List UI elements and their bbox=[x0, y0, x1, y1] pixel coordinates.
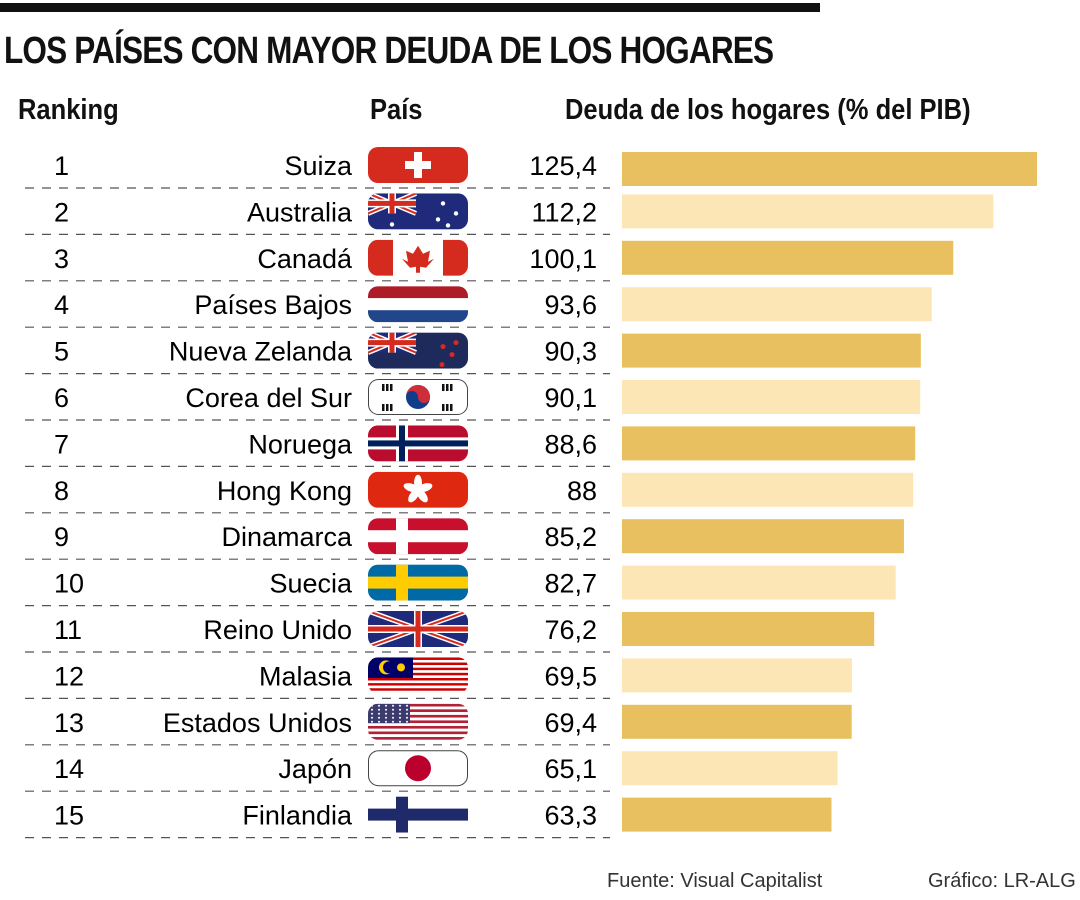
row-10: 10 Suecia 82,7 bbox=[25, 564, 896, 607]
row-8: 8 Hong Kong 88 bbox=[25, 471, 914, 514]
row-1: 1 Suiza 125,4 bbox=[25, 147, 1037, 189]
flag-se-icon bbox=[368, 564, 468, 601]
rank-label: 4 bbox=[54, 290, 69, 320]
country-label: Japón bbox=[278, 754, 352, 784]
flag-us-icon bbox=[368, 703, 468, 740]
row-2: 2 Australia 112,2 bbox=[25, 193, 994, 235]
value-label: 69,5 bbox=[544, 661, 597, 691]
country-label: Estados Unidos bbox=[163, 708, 352, 738]
country-label: Reino Unido bbox=[203, 615, 352, 645]
rank-label: 10 bbox=[54, 569, 84, 599]
bar bbox=[622, 152, 1037, 186]
bar bbox=[622, 287, 932, 322]
country-label: Dinamarca bbox=[221, 522, 353, 552]
row-5: 5 Nueva Zelanda 90,3 bbox=[25, 332, 921, 375]
credit-note: Gráfico: LR-ALG bbox=[928, 870, 1076, 892]
value-label: 93,6 bbox=[544, 290, 597, 320]
value-label: 88 bbox=[567, 476, 597, 506]
bar bbox=[622, 704, 852, 739]
bar bbox=[622, 612, 875, 646]
value-label: 63,3 bbox=[544, 801, 597, 831]
country-label: Nueva Zelanda bbox=[169, 337, 353, 367]
value-label: 90,1 bbox=[544, 383, 597, 413]
flag-ca-icon bbox=[368, 239, 468, 276]
value-label: 88,6 bbox=[544, 429, 597, 459]
value-label: 90,3 bbox=[544, 337, 597, 367]
bar bbox=[622, 797, 832, 832]
flag-au-icon bbox=[368, 193, 468, 230]
bar bbox=[622, 565, 896, 600]
country-label: Países Bajos bbox=[194, 290, 352, 320]
flag-ch-icon bbox=[368, 147, 468, 183]
country-label: Hong Kong bbox=[217, 476, 352, 506]
rank-label: 7 bbox=[54, 429, 69, 459]
value-label: 69,4 bbox=[544, 708, 597, 738]
bar bbox=[622, 194, 994, 229]
title-rule bbox=[0, 3, 820, 12]
row-3: 3 Canadá 100,1 bbox=[25, 239, 954, 282]
row-11: 11 Reino Unido 76,2 bbox=[25, 611, 875, 653]
country-label: Canadá bbox=[257, 244, 353, 274]
country-label: Suiza bbox=[284, 151, 353, 181]
value-label: 85,2 bbox=[544, 522, 597, 552]
value-label: 100,1 bbox=[529, 244, 597, 274]
rank-label: 1 bbox=[54, 151, 69, 181]
row-13: 13 Estados Unidos 69,4 bbox=[25, 703, 852, 746]
row-14: 14 Japón 65,1 bbox=[25, 750, 838, 792]
flag-gb-icon bbox=[368, 611, 468, 647]
flag-nl-icon bbox=[368, 286, 468, 323]
bar bbox=[622, 658, 853, 693]
rank-label: 15 bbox=[54, 801, 84, 831]
flag-jp-icon bbox=[368, 750, 468, 787]
value-label: 125,4 bbox=[529, 151, 597, 181]
header-value: Deuda de los hogares (% del PIB) bbox=[565, 94, 971, 126]
country-label: Corea del Sur bbox=[185, 383, 352, 413]
header-ranking: Ranking bbox=[18, 94, 119, 126]
bar bbox=[622, 472, 914, 507]
value-label: 112,2 bbox=[531, 197, 597, 227]
flag-dk-icon bbox=[368, 518, 468, 555]
country-label: Australia bbox=[247, 197, 353, 227]
rank-label: 12 bbox=[54, 661, 84, 691]
rank-label: 8 bbox=[54, 476, 69, 506]
rank-label: 6 bbox=[54, 383, 69, 413]
flag-fi-icon bbox=[368, 796, 468, 833]
country-label: Suecia bbox=[269, 569, 353, 599]
rank-label: 14 bbox=[54, 754, 84, 784]
row-7: 7 Noruega 88,6 bbox=[25, 425, 916, 467]
bar bbox=[622, 426, 916, 461]
flag-no-icon bbox=[368, 425, 468, 462]
row-4: 4 Países Bajos 93,6 bbox=[25, 286, 932, 328]
bar bbox=[622, 240, 954, 275]
header-country: País bbox=[370, 94, 423, 126]
rank-label: 3 bbox=[54, 244, 69, 274]
rank-label: 13 bbox=[54, 708, 84, 738]
flag-nz-icon bbox=[368, 332, 468, 369]
country-label: Finlandia bbox=[242, 801, 353, 831]
flag-my-icon bbox=[368, 657, 468, 694]
value-label: 76,2 bbox=[544, 615, 597, 645]
row-12: 12 Malasia 69,5 bbox=[25, 657, 853, 700]
row-9: 9 Dinamarca 85,2 bbox=[25, 518, 904, 560]
bar bbox=[622, 751, 838, 786]
rank-label: 9 bbox=[54, 522, 69, 552]
chart-title: LOS PAÍSES CON MAYOR DEUDA DE LOS HOGARE… bbox=[4, 30, 774, 72]
value-label: 65,1 bbox=[544, 754, 597, 784]
country-label: Malasia bbox=[259, 661, 353, 691]
rank-label: 2 bbox=[54, 197, 69, 227]
rank-label: 11 bbox=[54, 615, 82, 645]
bar bbox=[622, 333, 921, 368]
bar bbox=[622, 519, 904, 554]
flag-kr-icon bbox=[368, 379, 468, 415]
country-label: Noruega bbox=[248, 429, 353, 459]
flag-hk-icon bbox=[368, 471, 468, 508]
row-6: 6 Corea del Sur 90,1 bbox=[25, 379, 921, 421]
value-label: 82,7 bbox=[544, 569, 597, 599]
row-15: 15 Finlandia 63,3 bbox=[25, 796, 832, 839]
bar bbox=[622, 380, 921, 414]
source-note: Fuente: Visual Capitalist bbox=[607, 870, 823, 892]
rank-label: 5 bbox=[54, 337, 69, 367]
